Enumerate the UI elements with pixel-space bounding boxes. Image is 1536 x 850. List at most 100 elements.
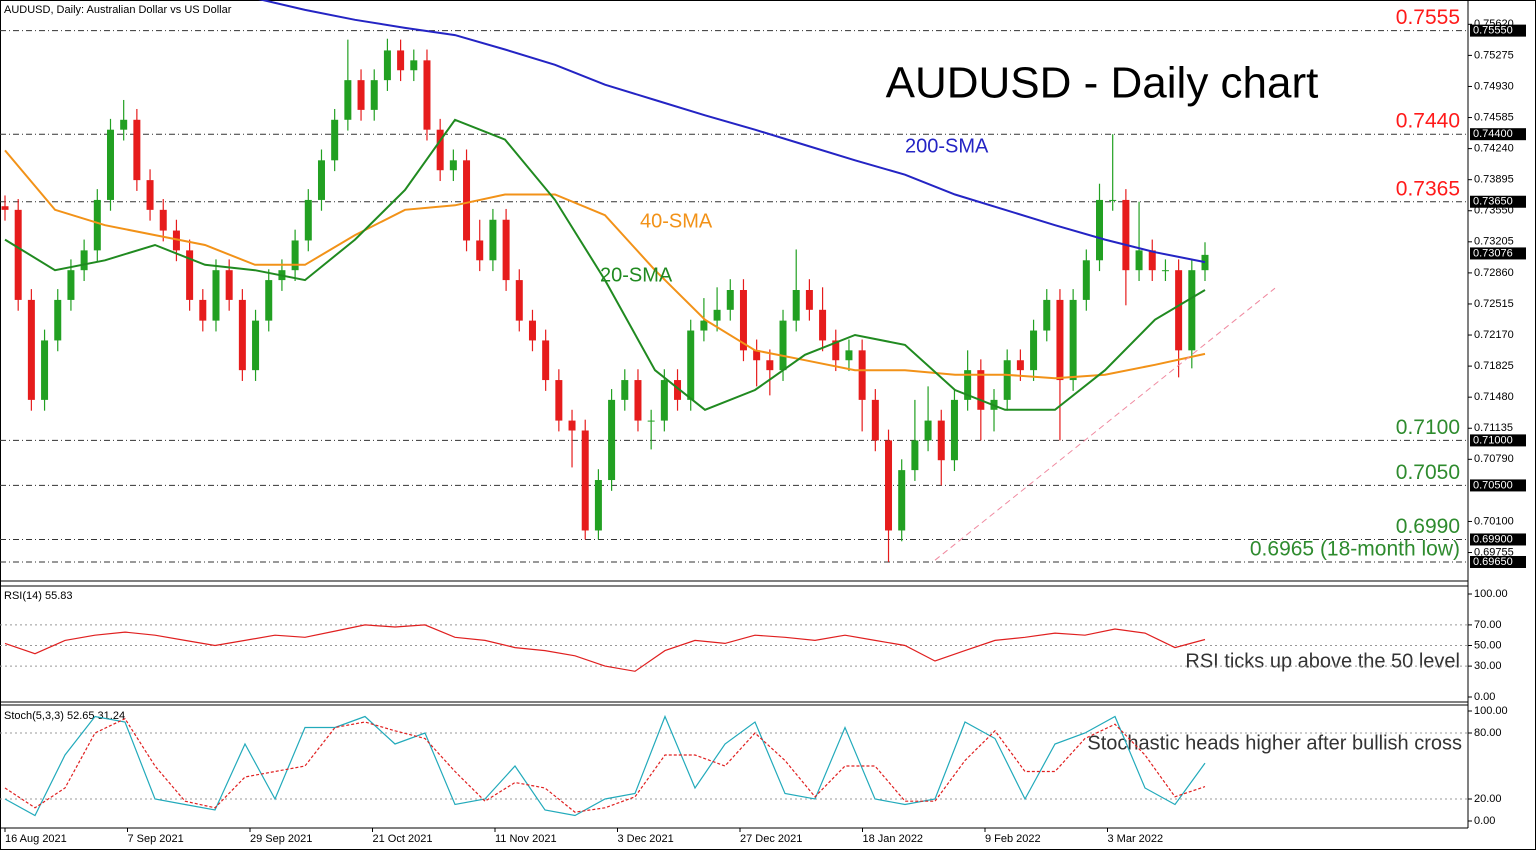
level-label: 0.6965 (18-month low) xyxy=(1250,538,1460,561)
candle-body xyxy=(713,309,721,321)
candle-body xyxy=(674,380,682,400)
candle-body xyxy=(739,290,747,351)
candle-body xyxy=(1175,270,1183,351)
level-label: 0.7440 xyxy=(1396,110,1460,133)
candle-body xyxy=(1069,299,1077,381)
candle-body xyxy=(753,350,761,361)
candle-body xyxy=(911,440,919,471)
sma-line xyxy=(4,118,1206,411)
indicator-line xyxy=(4,624,1206,672)
candle-body xyxy=(858,350,866,400)
candle-body xyxy=(647,420,655,422)
candle-body xyxy=(805,290,813,310)
candle-body xyxy=(370,80,378,110)
candle-body xyxy=(291,240,299,271)
candle-body xyxy=(252,320,260,371)
candle-body xyxy=(146,180,154,210)
x-tick-label: 3 Dec 2021 xyxy=(618,833,674,845)
y-tick-label: 0.72170 xyxy=(1474,329,1514,341)
y-tick-label: 0.00 xyxy=(1474,691,1495,703)
axis-box-label: 0.70500 xyxy=(1473,479,1513,491)
candle-body xyxy=(594,480,602,531)
candle-body xyxy=(265,280,273,321)
candle-body xyxy=(1,206,9,210)
candle-body xyxy=(397,50,405,71)
candle-body xyxy=(621,380,629,400)
candle-body xyxy=(1016,360,1024,371)
y-tick-label: 0.70100 xyxy=(1474,515,1514,527)
candle-body xyxy=(54,299,62,341)
candle-body xyxy=(1096,199,1104,261)
sma-label: 40-SMA xyxy=(640,210,713,232)
candle-body xyxy=(832,340,840,361)
candle-body xyxy=(1148,250,1156,271)
x-tick-label: 7 Sep 2021 xyxy=(128,833,184,845)
y-tick-label: 100.00 xyxy=(1474,705,1508,717)
y-tick-label: 0.75275 xyxy=(1474,49,1514,61)
x-tick-label: 21 Oct 2021 xyxy=(373,833,433,845)
candle-body xyxy=(410,60,418,71)
y-tick-label: 30.00 xyxy=(1474,660,1502,672)
y-tick-label: 0.71825 xyxy=(1474,360,1514,372)
candle-body xyxy=(159,209,167,231)
candle-body xyxy=(80,250,88,271)
trendline xyxy=(934,287,1276,561)
sma-line xyxy=(4,149,1206,380)
level-label: 0.7100 xyxy=(1396,416,1460,439)
candle-body xyxy=(27,299,35,400)
chart-title: AUDUSD - Daily chart xyxy=(886,59,1319,108)
candle-body xyxy=(199,299,207,321)
candle-body xyxy=(528,320,536,341)
candle-body xyxy=(515,280,523,321)
y-tick-label: 0.71135 xyxy=(1474,422,1513,434)
axis-box xyxy=(1470,195,1526,208)
candle-body xyxy=(502,219,510,281)
candle-body xyxy=(436,129,444,171)
candle-body xyxy=(476,240,484,261)
candle-body xyxy=(106,129,114,200)
candle-body xyxy=(568,420,576,431)
y-tick-label: 0.70790 xyxy=(1474,453,1514,465)
y-tick-label: 70.00 xyxy=(1474,619,1502,631)
candle-body xyxy=(555,380,563,421)
axis-box xyxy=(1470,434,1526,447)
candle-body xyxy=(93,199,101,251)
candle-body xyxy=(964,370,972,400)
axis-box xyxy=(1470,555,1526,568)
stoch-title: Stoch(5,3,3) 52.65 31.24 xyxy=(4,710,125,722)
candle-body xyxy=(1161,270,1169,272)
candle-body xyxy=(819,309,827,341)
y-tick-label: 0.00 xyxy=(1474,815,1495,827)
y-tick-label: 0.73205 xyxy=(1474,236,1514,248)
candle-body xyxy=(120,119,128,130)
candle-body xyxy=(41,340,49,400)
x-tick-label: 3 Mar 2022 xyxy=(1108,833,1164,845)
axis-box xyxy=(1470,533,1526,546)
candle-body xyxy=(423,60,431,130)
candle-body xyxy=(331,119,339,161)
rsi-title: RSI(14) 55.83 xyxy=(4,590,72,602)
candle-body xyxy=(212,270,220,321)
x-tick-label: 11 Nov 2021 xyxy=(495,833,557,845)
y-tick-label: 0.73895 xyxy=(1474,174,1514,186)
last-price-box xyxy=(1470,247,1526,260)
y-tick-label: 20.00 xyxy=(1474,793,1502,805)
indicator-line xyxy=(4,714,1206,817)
y-tick-label: 0.72860 xyxy=(1474,267,1514,279)
axis-box-label: 0.74400 xyxy=(1473,128,1513,140)
x-tick-label: 9 Feb 2022 xyxy=(985,833,1041,845)
candle-body xyxy=(898,470,906,531)
candle-body xyxy=(700,320,708,331)
chart-header: AUDUSD, Daily: Australian Dollar vs US D… xyxy=(4,4,232,16)
last-price-label: 0.73076 xyxy=(1473,247,1513,259)
candle-body xyxy=(924,420,932,441)
candle-body xyxy=(1135,250,1143,271)
candle-body xyxy=(660,380,668,421)
candle-body xyxy=(1201,254,1209,271)
candle-body xyxy=(238,299,246,371)
axis-box xyxy=(1470,479,1526,492)
candle-body xyxy=(845,350,853,361)
y-tick-label: 0.72515 xyxy=(1474,298,1514,310)
candle-body xyxy=(463,160,471,241)
candle-body xyxy=(317,160,325,200)
